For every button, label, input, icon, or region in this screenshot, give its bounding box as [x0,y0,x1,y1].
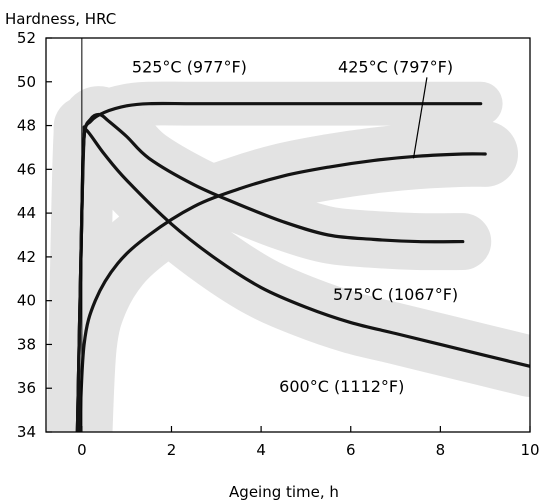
x-axis-ticks: 0 2 4 6 8 10 [77,426,540,459]
y-tick-label: 50 [17,73,36,91]
x-tick-label: 10 [520,441,539,459]
y-tick-label: 52 [17,29,36,47]
annotation-leaders [412,77,428,159]
y-tick-label: 48 [17,117,36,135]
y-tick-label: 44 [17,204,36,222]
x-tick-label: 2 [167,441,177,459]
y-tick-label: 34 [17,423,36,441]
y-tick-label: 40 [17,292,36,310]
series-annotation-3: 575°C (1067°F) [333,285,458,304]
y-tick-label: 36 [17,379,36,397]
series-lines [75,101,530,432]
series-annotation-2: 425°C (797°F) [338,57,453,76]
plot-frame [45,37,531,433]
x-axis-title: Ageing time, h [229,483,339,501]
series-line-4 [75,125,530,432]
x-tick-label: 8 [436,441,446,459]
x-tick-label: 4 [256,441,266,459]
x-tick-label: 0 [77,441,87,459]
y-tick-label: 38 [17,335,36,353]
y-tick-label: 42 [17,248,36,266]
x-tick-label: 6 [346,441,356,459]
y-tick-label: 46 [17,160,36,178]
annotation-leader-line [412,77,428,159]
annotations: 525°C (977°F) 425°C (797°F) 575°C (1067°F)… [132,57,458,396]
y-axis-ticks: 34 36 38 40 42 44 46 48 50 52 [17,29,52,441]
series-annotation-4: 600°C (1112°F) [279,377,404,396]
series-line-1 [78,152,487,432]
series-annotation-1: 525°C (977°F) [132,57,247,76]
y-axis-title: Hardness, HRC [5,10,116,28]
